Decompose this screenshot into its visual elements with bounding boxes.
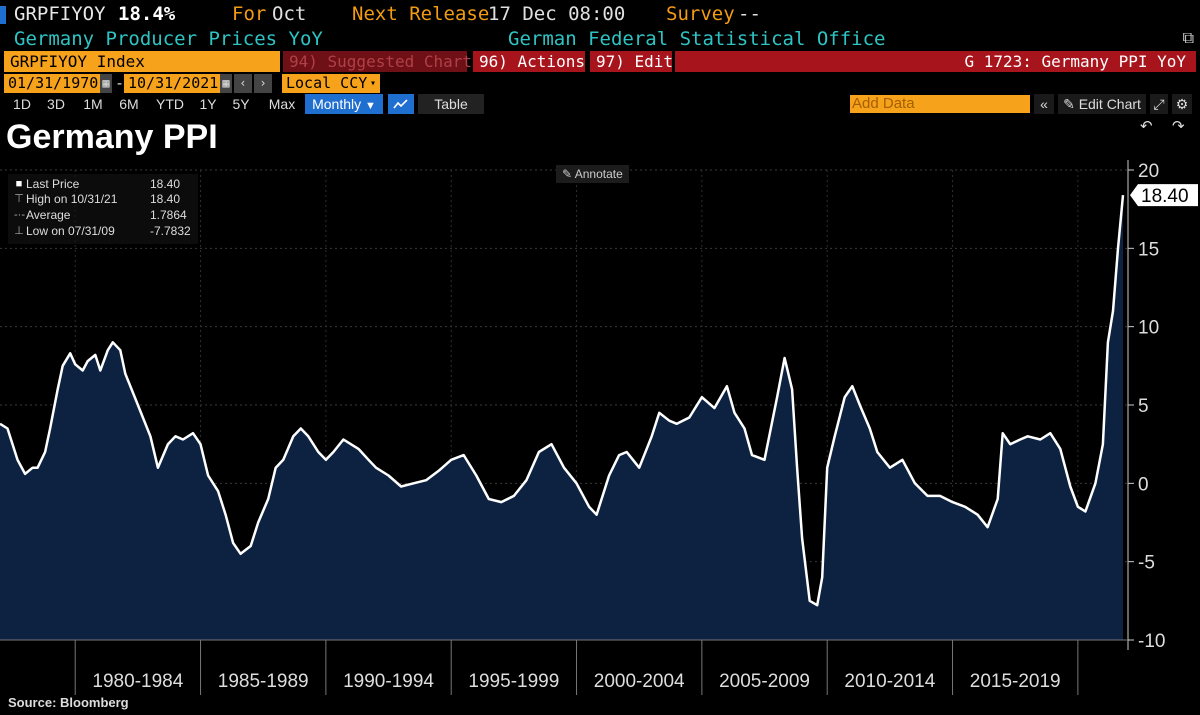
collapse-icon[interactable]: « — [1034, 94, 1054, 114]
chevron-down-icon: ▼ — [365, 100, 376, 112]
range-3d[interactable]: 3D — [47, 96, 65, 112]
command-toolbar: GRPFIYOY Index 94) Suggested Charts 96) … — [0, 51, 1200, 72]
suggested-charts-button[interactable]: 94) Suggested Charts — [283, 51, 482, 72]
range-1d[interactable]: 1D — [13, 96, 31, 112]
popout-icon[interactable]: ⧉ — [1182, 28, 1194, 47]
x-tick-label: 2010-2014 — [844, 671, 935, 692]
svg-text:18.40: 18.40 — [1141, 186, 1189, 207]
step-back-icon[interactable]: ‹ — [234, 74, 252, 93]
legend: ■ Last Price 18.40 ⊤ High on 10/31/21 18… — [8, 174, 198, 244]
annotate-button[interactable]: ✎ Annotate — [556, 165, 629, 183]
survey-label: Survey — [666, 3, 735, 25]
calendar-icon[interactable]: ▦ — [220, 74, 232, 93]
last-value-label: 18.40 — [1130, 184, 1198, 207]
pencil-icon: ✎ — [562, 167, 573, 181]
range-max[interactable]: Max — [268, 96, 296, 112]
undo-icon[interactable]: ↶ — [1140, 118, 1153, 135]
range-ytd[interactable]: YTD — [156, 96, 184, 112]
date-range-row: 01/31/1970 ▦ - 10/31/2021 ▦ ‹ › Local CC… — [0, 74, 1200, 93]
y-tick-label: -5 — [1138, 553, 1155, 574]
step-forward-icon[interactable]: › — [254, 74, 272, 93]
edit-menu[interactable]: 97) Edit▾ — [590, 51, 688, 72]
source-organization: German Federal Statistical Office — [508, 28, 886, 50]
area-fill — [0, 195, 1123, 640]
security-field[interactable]: GRPFIYOY Index — [4, 51, 280, 72]
edit-chart-button[interactable]: ✎ Edit Chart — [1058, 94, 1146, 114]
y-tick-label: 0 — [1138, 474, 1149, 495]
high-marker-icon: ⊤ — [14, 193, 24, 205]
legend-swatch-icon: ■ — [15, 178, 23, 190]
start-date-field[interactable]: 01/31/1970 — [4, 74, 100, 93]
x-tick-label: 1980-1984 — [92, 671, 183, 692]
next-release-label: Next Release — [352, 3, 490, 25]
y-tick-label: 10 — [1138, 318, 1159, 339]
security-description: Germany Producer Prices YoY — [14, 28, 323, 50]
x-tick-label: 2005-2009 — [719, 671, 810, 692]
x-tick-label: 1985-1989 — [218, 671, 309, 692]
average-marker-icon: -·- — [14, 209, 25, 221]
legend-row-low[interactable]: ⊥ Low on 07/31/09 -7.7832 — [14, 224, 191, 238]
add-data-input[interactable]: Add Data — [850, 95, 1030, 113]
next-release-value: 17 Dec 08:00 — [488, 3, 626, 25]
calendar-icon[interactable]: ▦ — [100, 74, 112, 93]
series-line — [0, 194, 1125, 607]
redo-icon[interactable]: ↷ — [1172, 118, 1185, 135]
x-tick-label: 2015-2019 — [970, 671, 1061, 692]
for-value: Oct — [272, 3, 307, 25]
pencil-icon: ✎ — [1063, 96, 1075, 112]
currency-select[interactable]: Local CCY ▾ — [282, 74, 380, 93]
legend-row-last-price[interactable]: ■ Last Price 18.40 — [15, 177, 181, 191]
for-label: For — [232, 3, 267, 25]
security-description-row: Germany Producer Prices YoY German Feder… — [0, 28, 1200, 50]
y-tick-label: 15 — [1138, 239, 1159, 260]
ticker-marker — [0, 6, 6, 24]
table-button[interactable]: Table — [418, 94, 484, 114]
frequency-select[interactable]: Monthly ▼ — [305, 94, 383, 114]
security-header: GRPFIYOY 18.4% For Oct Next Release 17 D… — [0, 0, 1200, 28]
last-value: 18.4% — [118, 3, 176, 25]
y-tick-label: -10 — [1138, 631, 1165, 652]
source-note: Source: Bloomberg — [8, 695, 129, 710]
legend-row-high[interactable]: ⊤ High on 10/31/21 18.40 — [14, 192, 181, 206]
chart-canvas[interactable]: -10 -5 0 5 10 15 20 1980-1984 1985-1989 1990-199… — [0, 150, 1200, 695]
low-marker-icon: ⊥ — [14, 225, 24, 237]
y-tick-label: 20 — [1138, 161, 1159, 182]
actions-menu[interactable]: 96) Actions▾ — [473, 51, 600, 72]
expand-icon[interactable]: ⤢ — [1150, 94, 1168, 114]
x-tick-label: 1990-1994 — [343, 671, 434, 692]
chart-id-label: G 1723: Germany PPI YoY — [675, 51, 1196, 72]
ticker-symbol[interactable]: GRPFIYOY — [14, 3, 106, 25]
legend-row-average[interactable]: -·- Average 1.7864 — [14, 208, 187, 222]
range-1y[interactable]: 1Y — [199, 96, 217, 112]
x-tick-label: 1995-1999 — [468, 671, 559, 692]
range-5y[interactable]: 5Y — [232, 96, 250, 112]
range-toolbar: 1D 3D 1M 6M YTD 1Y 5Y Max Monthly ▼ Tabl… — [0, 94, 1200, 114]
chevron-down-icon: ▾ — [369, 78, 376, 89]
date-separator: - — [115, 74, 125, 92]
survey-value: -- — [738, 3, 761, 25]
y-tick-label: 5 — [1138, 396, 1149, 417]
range-6m[interactable]: 6M — [119, 96, 139, 112]
end-date-field[interactable]: 10/31/2021 — [124, 74, 220, 93]
x-tick-label: 2000-2004 — [594, 671, 685, 692]
chart-title: Germany PPI — [6, 118, 218, 156]
gear-icon[interactable]: ⚙ — [1172, 94, 1192, 114]
range-1m[interactable]: 1M — [83, 96, 103, 112]
line-chart-icon[interactable] — [388, 94, 414, 114]
